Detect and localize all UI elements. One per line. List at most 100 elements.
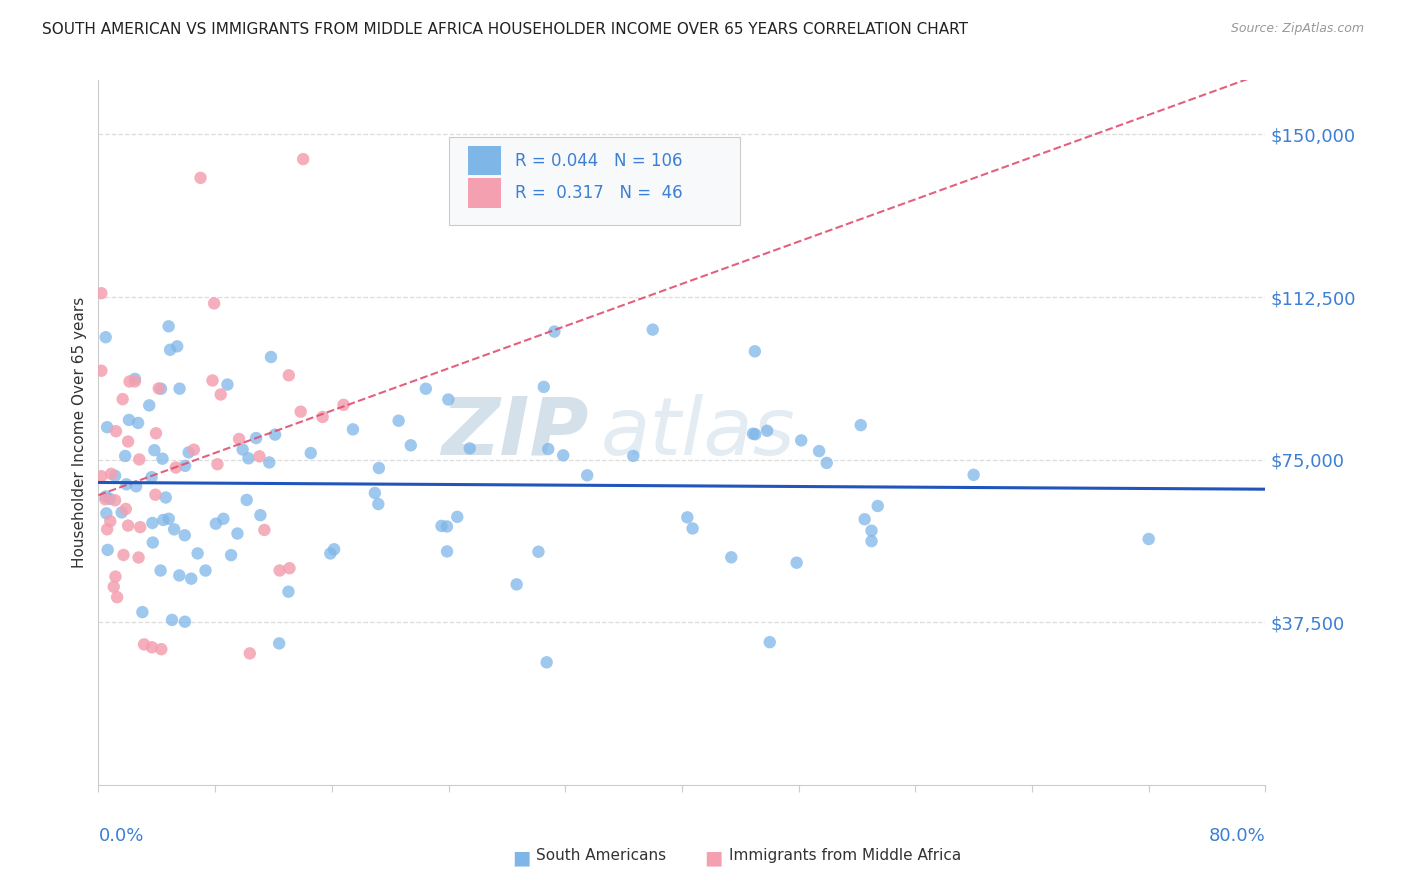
- Point: [505, 577, 527, 591]
- Point: [228, 432, 250, 446]
- Bar: [468, 145, 501, 176]
- Point: [446, 509, 468, 524]
- Point: [212, 512, 235, 526]
- Point: [553, 449, 575, 463]
- Point: [173, 528, 195, 542]
- Point: [160, 613, 183, 627]
- Point: [238, 451, 260, 466]
- Point: [202, 296, 225, 310]
- Point: [576, 468, 599, 483]
- Point: [205, 516, 228, 531]
- Point: [388, 414, 411, 428]
- Text: ■: ■: [512, 848, 530, 867]
- Point: [128, 550, 150, 565]
- Point: [190, 170, 212, 185]
- Point: [94, 330, 117, 344]
- Point: [415, 382, 437, 396]
- Point: [436, 519, 458, 533]
- Point: [104, 569, 127, 583]
- Point: [124, 375, 146, 389]
- Point: [209, 387, 232, 401]
- Point: [94, 492, 117, 507]
- Text: Source: ZipAtlas.com: Source: ZipAtlas.com: [1230, 22, 1364, 36]
- Point: [245, 431, 267, 445]
- Point: [169, 568, 191, 582]
- Point: [744, 344, 766, 359]
- Point: [98, 514, 121, 528]
- Point: [436, 544, 458, 558]
- Point: [249, 508, 271, 523]
- Point: [367, 461, 389, 475]
- Point: [159, 343, 181, 357]
- Point: [299, 446, 322, 460]
- Point: [235, 492, 257, 507]
- Point: [437, 392, 460, 407]
- Text: ZIP: ZIP: [441, 393, 589, 472]
- Point: [152, 513, 174, 527]
- Point: [537, 442, 560, 456]
- Point: [756, 424, 779, 438]
- Point: [149, 382, 172, 396]
- Point: [128, 452, 150, 467]
- Point: [145, 488, 167, 502]
- Y-axis label: Householder Income Over 65 years: Householder Income Over 65 years: [72, 297, 87, 568]
- Point: [155, 491, 177, 505]
- Point: [292, 152, 315, 166]
- Point: [141, 516, 163, 530]
- Point: [141, 640, 163, 655]
- Point: [152, 451, 174, 466]
- Point: [157, 512, 180, 526]
- Point: [180, 572, 202, 586]
- Point: [187, 546, 209, 560]
- Point: [239, 646, 262, 660]
- Point: [758, 635, 780, 649]
- Text: South Americans: South Americans: [536, 848, 666, 863]
- Point: [277, 584, 299, 599]
- Point: [132, 637, 155, 651]
- Point: [174, 458, 197, 473]
- Point: [174, 615, 197, 629]
- Point: [143, 443, 166, 458]
- Point: [232, 442, 254, 457]
- Point: [744, 427, 766, 442]
- Point: [676, 510, 699, 524]
- Point: [124, 372, 146, 386]
- Point: [260, 350, 283, 364]
- Point: [742, 426, 765, 441]
- Point: [311, 409, 333, 424]
- Point: [269, 636, 291, 650]
- Point: [720, 550, 742, 565]
- Point: [117, 518, 139, 533]
- Point: [860, 534, 883, 549]
- Point: [96, 420, 118, 434]
- Point: [253, 523, 276, 537]
- Point: [786, 556, 808, 570]
- Point: [100, 467, 122, 481]
- Point: [96, 522, 118, 536]
- Point: [543, 325, 565, 339]
- Point: [226, 526, 249, 541]
- Text: R =  0.317   N =  46: R = 0.317 N = 46: [515, 184, 683, 202]
- Point: [165, 460, 187, 475]
- Bar: [468, 178, 501, 208]
- Point: [129, 520, 152, 534]
- Point: [962, 467, 984, 482]
- Point: [849, 418, 872, 433]
- Text: 0.0%: 0.0%: [98, 827, 143, 846]
- Point: [194, 564, 217, 578]
- Point: [257, 455, 280, 469]
- Point: [527, 545, 550, 559]
- Point: [131, 605, 153, 619]
- Point: [111, 392, 134, 406]
- Point: [290, 405, 312, 419]
- Point: [96, 506, 118, 520]
- Point: [808, 444, 831, 458]
- Point: [90, 286, 112, 301]
- Point: [278, 561, 301, 575]
- Point: [641, 323, 664, 337]
- Point: [177, 445, 200, 459]
- Point: [118, 413, 141, 427]
- Point: [98, 491, 121, 506]
- Point: [166, 339, 188, 353]
- Point: [118, 375, 141, 389]
